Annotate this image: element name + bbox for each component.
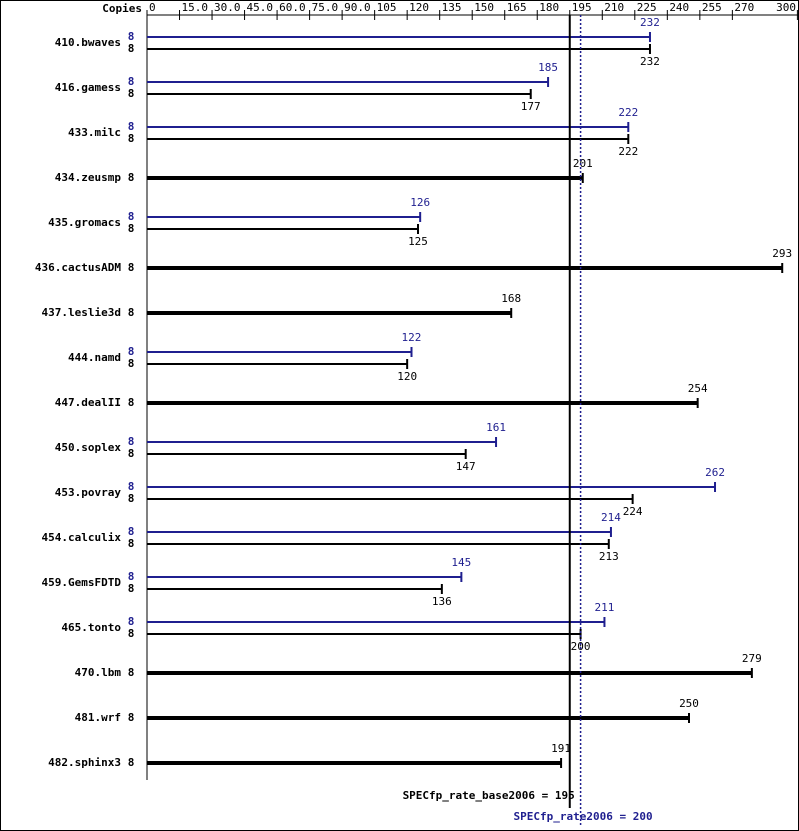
category-label: 410.bwaves (55, 36, 121, 49)
value-label: 122 (402, 331, 422, 344)
copies-label: 8 (128, 210, 135, 223)
category-label: 453.povray (55, 486, 122, 499)
copies-label: 8 (128, 525, 135, 538)
category-label: 437.leslie3d (42, 306, 121, 319)
copies-label: 8 (128, 42, 135, 55)
copies-label: 8 (128, 570, 135, 583)
copies-label: 8 (128, 75, 135, 88)
copies-label: 8 (128, 222, 135, 235)
category-label: 433.milc (68, 126, 121, 139)
value-label: 254 (688, 382, 708, 395)
copies-label: 8 (128, 492, 135, 505)
category-label: 470.lbm (75, 666, 122, 679)
copies-label: 8 (128, 120, 135, 133)
value-label: 222 (618, 106, 638, 119)
reference-label: SPECfp_rate_base2006 = 195 (403, 789, 575, 802)
x-tick-label: 165 (507, 1, 527, 14)
x-tick-label: 210 (604, 1, 624, 14)
x-tick-label: 60.0 (279, 1, 306, 14)
category-label: 459.GemsFDTD (42, 576, 122, 589)
copies-label: 8 (128, 396, 135, 409)
x-tick-label: 180 (539, 1, 559, 14)
x-tick-label: 300 (776, 1, 796, 14)
copies-label: 8 (128, 171, 135, 184)
copies-label: 8 (128, 537, 135, 550)
x-tick-label: 120 (409, 1, 429, 14)
copies-label: 8 (128, 132, 135, 145)
x-tick-label: 90.0 (344, 1, 371, 14)
copies-label: 8 (128, 306, 135, 319)
x-tick-label: 105 (377, 1, 397, 14)
value-label: 293 (772, 247, 792, 260)
x-tick-label: 150 (474, 1, 494, 14)
value-label: 168 (501, 292, 521, 305)
category-label: 450.soplex (55, 441, 122, 454)
copies-label: 8 (128, 627, 135, 640)
value-label: 213 (599, 550, 619, 563)
copies-label: 8 (128, 480, 135, 493)
axis-label: Copies (102, 2, 142, 15)
x-tick-label: 0 (149, 1, 156, 14)
value-label: 161 (486, 421, 506, 434)
copies-label: 8 (128, 615, 135, 628)
x-tick-label: 225 (637, 1, 657, 14)
copies-label: 8 (128, 30, 135, 43)
category-label: 436.cactusADM (35, 261, 121, 274)
value-label: 120 (397, 370, 417, 383)
category-label: 444.namd (68, 351, 121, 364)
copies-label: 8 (128, 666, 135, 679)
value-label: 136 (432, 595, 452, 608)
category-label: 435.gromacs (48, 216, 121, 229)
value-label: 191 (551, 742, 571, 755)
value-label: 279 (742, 652, 762, 665)
category-label: 481.wrf (75, 711, 121, 724)
category-label: 447.dealII (55, 396, 121, 409)
reference-label: SPECfp_rate2006 = 200 (514, 810, 653, 823)
copies-label: 8 (128, 756, 135, 769)
value-label: 232 (640, 16, 660, 29)
copies-label: 8 (128, 447, 135, 460)
value-label: 185 (538, 61, 558, 74)
value-label: 222 (618, 145, 638, 158)
x-tick-label: 270 (734, 1, 754, 14)
value-label: 201 (573, 157, 593, 170)
value-label: 125 (408, 235, 428, 248)
x-tick-label: 195 (572, 1, 592, 14)
x-tick-label: 135 (442, 1, 462, 14)
copies-label: 8 (128, 435, 135, 448)
value-label: 147 (456, 460, 476, 473)
x-tick-label: 255 (702, 1, 722, 14)
x-tick-label: 15.0 (182, 1, 209, 14)
copies-label: 8 (128, 87, 135, 100)
copies-label: 8 (128, 582, 135, 595)
category-label: 416.gamess (55, 81, 121, 94)
value-label: 224 (623, 505, 643, 518)
category-label: 454.calculix (42, 531, 122, 544)
value-label: 262 (705, 466, 725, 479)
value-label: 145 (451, 556, 471, 569)
value-label: 232 (640, 55, 660, 68)
value-label: 250 (679, 697, 699, 710)
value-label: 211 (595, 601, 615, 614)
copies-label: 8 (128, 357, 135, 370)
category-label: 434.zeusmp (55, 171, 122, 184)
copies-label: 8 (128, 261, 135, 274)
value-label: 177 (521, 100, 541, 113)
category-label: 465.tonto (61, 621, 121, 634)
x-tick-label: 75.0 (312, 1, 339, 14)
x-tick-label: 240 (669, 1, 689, 14)
x-tick-label: 30.0 (214, 1, 241, 14)
value-label: 200 (571, 640, 591, 653)
copies-label: 8 (128, 711, 135, 724)
category-label: 482.sphinx3 (48, 756, 121, 769)
value-label: 126 (410, 196, 430, 209)
value-label: 214 (601, 511, 621, 524)
copies-label: 8 (128, 345, 135, 358)
x-tick-label: 45.0 (247, 1, 274, 14)
